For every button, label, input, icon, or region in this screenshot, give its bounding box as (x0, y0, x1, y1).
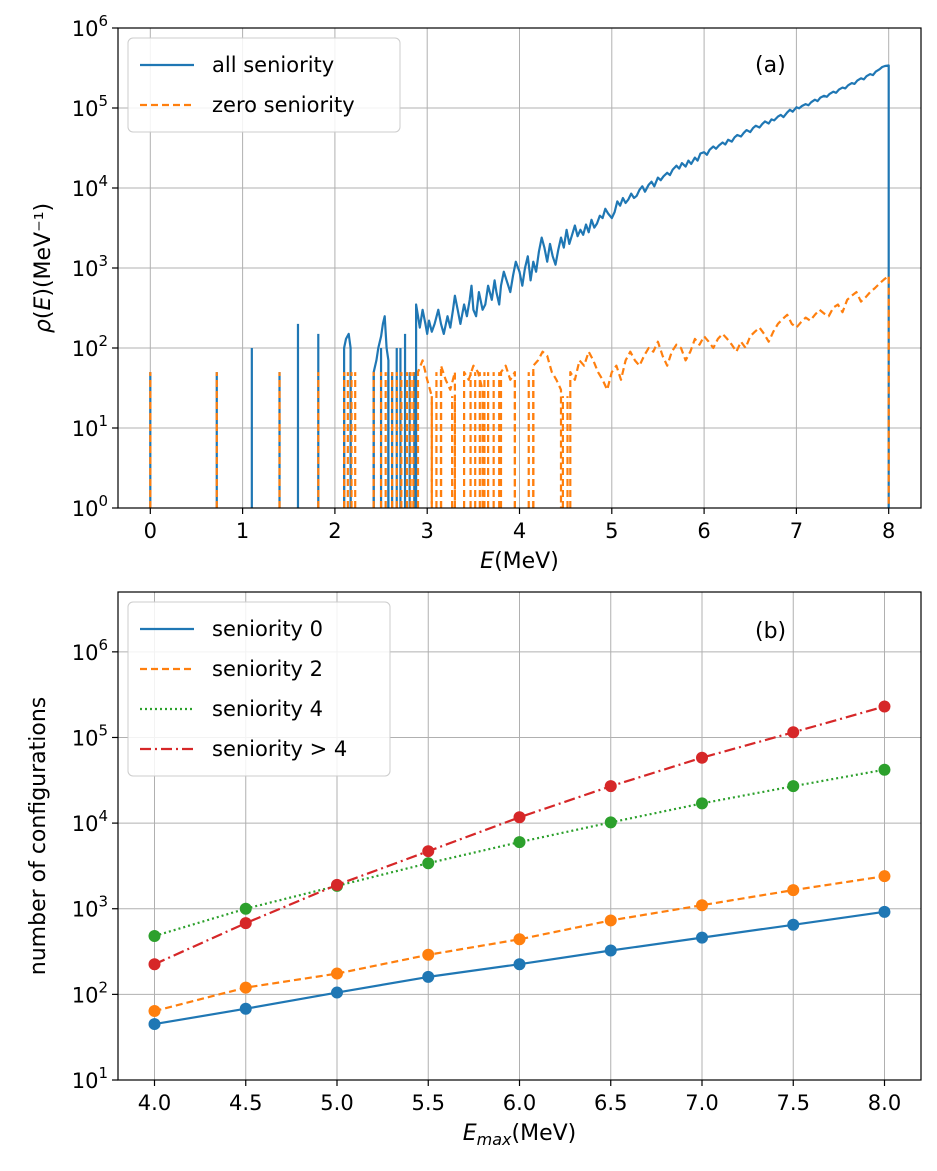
b-xtick-label-2: 5.0 (320, 1091, 353, 1115)
a-xtick-label-2: 2 (328, 519, 341, 543)
b-series-0-point-1 (239, 1002, 252, 1015)
b-ytick-label-1: 102 (72, 978, 108, 1007)
a-ytick-label-6: 106 (72, 12, 108, 41)
b-ylabel: number of configurations (26, 697, 51, 975)
b-ytick-label-3: 104 (72, 807, 108, 836)
a-xtick-label-8: 8 (882, 519, 895, 543)
a-xtick-label-4: 4 (513, 519, 526, 543)
b-series-1-point-8 (878, 870, 891, 883)
b-series-0-point-5 (604, 944, 617, 957)
b-xtick-label-3: 5.5 (412, 1091, 445, 1115)
b-legend-box (127, 601, 391, 777)
b-series-2-point-7 (787, 780, 800, 793)
a-series-1-segment-4 (532, 350, 563, 508)
b-series-0-point-2 (331, 986, 343, 999)
a-series-1-segment-2 (463, 364, 484, 508)
b-legend-label-1: seniority 2 (212, 657, 323, 681)
b-ytick-label-0: 101 (72, 1064, 108, 1093)
a-ytick-label-5: 105 (72, 92, 108, 121)
b-series-0-point-7 (787, 918, 800, 931)
b-xtick-label-4: 6.0 (503, 1091, 536, 1115)
a-xtick-label-0: 0 (144, 519, 157, 543)
a-series-1-segment-5 (569, 274, 890, 508)
a-xtick-label-1: 1 (236, 519, 249, 543)
b-series-3-point-0 (148, 958, 161, 971)
b-series-3-point-4 (513, 811, 526, 824)
a-xtick-label-3: 3 (421, 519, 434, 543)
b-xlabel: Emax(MeV) (463, 1121, 577, 1149)
a-legend-box (127, 37, 401, 133)
b-series-1-point-0 (148, 1004, 161, 1017)
a-xtick-label-6: 6 (697, 519, 710, 543)
b-xtick-label-0: 4.0 (138, 1091, 171, 1115)
b-series-3-point-6 (696, 751, 708, 764)
b-plot-area (148, 700, 891, 1031)
b-series-3-point-2 (331, 878, 343, 891)
b-ytick-label-2: 103 (72, 893, 108, 922)
b-series-2-point-6 (696, 797, 708, 810)
b-series-1-point-6 (696, 899, 708, 912)
b-series-2-point-4 (513, 836, 526, 849)
b-xtick-label-5: 6.5 (594, 1091, 627, 1115)
a-legend-label-0: all seniority (212, 53, 334, 77)
b-series-2-point-3 (422, 857, 435, 870)
b-series-2-point-8 (878, 763, 891, 776)
b-series-1-point-5 (604, 914, 617, 927)
a-ytick-label-1: 101 (72, 412, 108, 441)
a-series-1 (149, 274, 890, 508)
a-plot-area (149, 64, 890, 508)
a-panel-label: (a) (755, 53, 786, 78)
b-series-0-point-3 (422, 970, 435, 983)
b-series-3-point-1 (239, 917, 252, 930)
b-series-0-point-4 (513, 958, 526, 971)
b-series-2-point-5 (604, 816, 617, 829)
b-series-0-point-6 (696, 931, 708, 944)
a-ytick-label-4: 104 (72, 172, 108, 201)
a-series-0-segment-1 (372, 315, 390, 508)
b-xtick-label-8: 8.0 (868, 1091, 901, 1115)
b-series-3-point-7 (787, 726, 800, 739)
b-ytick-label-4: 105 (72, 721, 108, 750)
b-series-1-line (154, 875, 885, 1013)
b-panel-label: (b) (755, 619, 786, 644)
b-ytick-label-5: 106 (72, 636, 108, 665)
b-series-3-point-5 (604, 780, 617, 793)
b-series-1-point-1 (239, 981, 252, 994)
panel-a: 0 1 2 3 4 5 6 7 8 100 101 102 103 104 105 106 E(MeV) ρ(E)… (31, 12, 922, 574)
a-series-1-segment-1 (439, 364, 456, 508)
b-series-1 (148, 870, 891, 1017)
a-ytick-label-0: 100 (72, 492, 108, 521)
b-series-1-point-7 (787, 884, 800, 897)
b-xtick-label-7: 7.5 (777, 1091, 810, 1115)
a-ytick-label-2: 102 (72, 332, 108, 361)
b-series-1-point-2 (331, 967, 343, 980)
b-series-3-point-8 (878, 700, 891, 713)
b-series-1-point-4 (513, 933, 526, 946)
a-series-1-segment-0 (416, 359, 433, 508)
a-series-0-segment-2 (415, 64, 890, 508)
b-series-0-point-0 (148, 1018, 161, 1031)
b-series-2-point-0 (148, 930, 161, 943)
b-xtick-label-1: 4.5 (229, 1091, 262, 1115)
a-xlabel: E(MeV) (480, 549, 559, 574)
b-series-2-point-1 (239, 902, 252, 915)
b-series-3-point-3 (422, 845, 435, 858)
b-series-3 (148, 700, 891, 971)
b-legend-label-2: seniority 4 (212, 697, 323, 721)
b-series-0 (148, 905, 891, 1031)
a-legend-label-1: zero seniority (212, 93, 355, 117)
panel-b: 4.0 4.5 5.0 5.5 6.0 6.5 7.0 7.5 8.0 101 102 103 104 1… (26, 591, 922, 1149)
a-ytick-label-3: 103 (72, 252, 108, 281)
b-legend-label-3: seniority > 4 (212, 737, 347, 761)
b-series-0-point-8 (878, 905, 891, 918)
a-series-1-segment-3 (499, 364, 516, 508)
b-series-1-point-3 (422, 948, 435, 961)
b-legend-label-0: seniority 0 (212, 617, 323, 641)
a-ylabel: ρ(E)(MeV⁻¹) (31, 203, 56, 333)
b-xtick-label-6: 7.0 (685, 1091, 718, 1115)
a-xtick-label-5: 5 (605, 519, 618, 543)
a-xtick-label-7: 7 (790, 519, 803, 543)
